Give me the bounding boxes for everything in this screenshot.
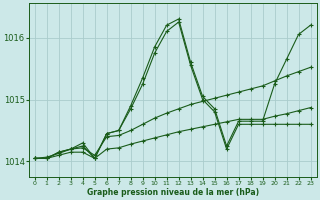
- X-axis label: Graphe pression niveau de la mer (hPa): Graphe pression niveau de la mer (hPa): [87, 188, 259, 197]
